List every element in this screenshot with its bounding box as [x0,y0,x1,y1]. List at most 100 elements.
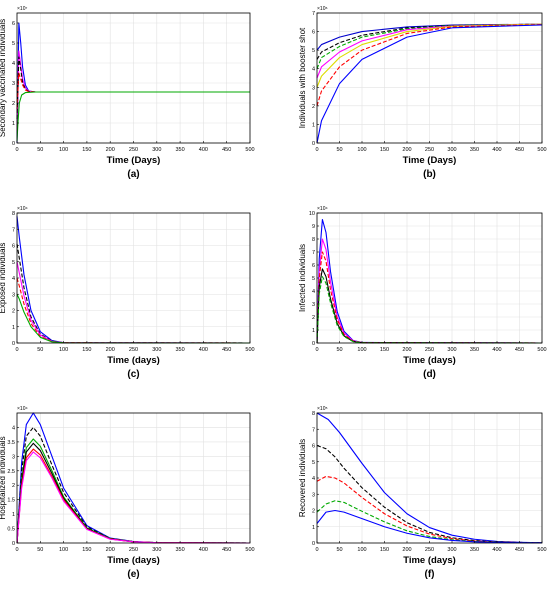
x-tick-label: 500 [245,147,254,153]
y-tick-label: 6 [312,263,315,269]
y-tick-label: 9 [312,224,315,230]
x-tick-label: 250 [129,547,138,553]
y-axis-label: Individuals with booster shot [298,27,307,128]
y-tick-label: 8 [12,211,15,217]
y-tick-label: 1 [312,122,315,128]
panel-caption: (a) [127,169,139,180]
x-tick-label: 450 [222,347,231,353]
x-tick-label: 50 [37,547,43,553]
x-tick-label: 450 [222,147,231,153]
x-tick-label: 350 [470,547,479,553]
y-multiplier: ×10⁷ [17,6,27,12]
x-tick-label: 300 [447,547,456,553]
y-tick-label: 5 [312,460,315,466]
y-tick-label: 3 [12,454,15,460]
x-tick-label: 0 [15,147,18,153]
x-axis-label: Time (days) [403,555,456,566]
x-tick-label: 250 [129,147,138,153]
x-tick-label: 50 [336,547,342,553]
x-tick-label: 250 [425,547,434,553]
y-tick-label: 3 [312,302,315,308]
y-tick-label: 4 [312,67,315,73]
y-tick-label: 0 [12,341,15,347]
series-line-5 [316,23,543,88]
series-line-7 [316,24,543,144]
y-tick-label: 6 [12,21,15,27]
x-tick-label: 250 [425,147,434,153]
panel-caption: (f) [425,569,435,580]
chart-panel-5: 0 50 100 150 200 250 300 350 400 450 500 0 0.5 1 1.5 2 2… [0,406,255,580]
x-tick-label: 200 [106,147,115,153]
y-tick-label: 1 [12,325,15,331]
x-tick-label: 500 [245,547,254,553]
x-tick-label: 100 [59,547,68,553]
x-tick-label: 450 [222,547,231,553]
y-tick-label: 0 [12,541,15,547]
x-tick-label: 300 [152,147,161,153]
y-axis-label: Secondary vaccinated individuals [0,19,7,137]
y-tick-label: 4 [12,61,15,67]
y-multiplier: ×10⁵ [317,406,328,412]
y-tick-label: 7 [312,427,315,433]
series-line-3 [316,475,543,544]
y-tick-label: 6 [312,444,315,450]
x-tick-label: 50 [336,347,342,353]
x-tick-label: 200 [402,147,411,153]
chart-panel-3: 0 50 100 150 200 250 300 350 400 450 500 0 1 2 3 4 5 6 7 8×… [0,206,255,380]
y-tick-label: 2 [12,101,15,107]
x-tick-label: 0 [15,547,18,553]
panel-caption: (b) [423,169,436,180]
y-tick-label: 2 [312,315,315,321]
x-tick-label: 400 [199,147,208,153]
x-tick-label: 150 [380,147,389,153]
x-tick-label: 300 [447,347,456,353]
panel-caption: (d) [423,369,436,380]
series-line-6 [16,451,251,544]
x-tick-label: 400 [492,147,501,153]
y-axis-label: Hospitalized individuals [0,436,7,519]
y-tick-label: 5 [12,260,15,266]
y-axis-label: Exposed individuals [0,243,7,314]
x-tick-label: 400 [492,347,501,353]
chart-panel-1: 0 50 100 150 200 250 300 350 400 450 500 0 1 2 3 4 5 6 ×10… [0,6,255,180]
x-tick-label: 350 [470,347,479,353]
y-tick-label: 0 [312,541,315,547]
series-line-6 [316,23,543,107]
y-tick-label: 7 [12,227,15,233]
y-tick-label: 8 [312,237,315,243]
x-tick-label: 350 [176,147,185,153]
y-tick-label: 5 [12,41,15,47]
x-tick-label: 300 [447,147,456,153]
y-tick-label: 1 [312,525,315,531]
x-tick-label: 50 [37,347,43,353]
y-multiplier: ×10⁶ [317,6,328,12]
x-tick-label: 350 [176,347,185,353]
y-tick-label: 4 [12,276,15,282]
series-line-3 [316,23,543,69]
y-axis-label: Infected individuals [298,244,307,312]
chart-panel-4: 0 50 100 150 200 250 300 350 400 450 500 0 1 2 3 4 5 6 7 8 9… [298,206,547,380]
x-tick-label: 100 [357,347,366,353]
x-tick-label: 0 [315,547,318,553]
x-tick-label: 150 [380,347,389,353]
y-tick-label: 0 [12,141,15,147]
y-axis-label: Recovered individuals [298,439,307,517]
y-tick-label: 3 [12,292,15,298]
x-tick-label: 0 [315,147,318,153]
y-tick-label: 2 [312,104,315,110]
y-tick-label: 1 [312,328,315,334]
x-tick-label: 50 [37,147,43,153]
x-tick-label: 100 [59,147,68,153]
series-line-4 [316,500,543,544]
x-tick-label: 100 [59,347,68,353]
x-axis-label: Time (Days) [403,155,457,166]
y-tick-label: 8 [312,411,315,417]
x-tick-label: 300 [152,547,161,553]
x-tick-label: 150 [380,547,389,553]
x-tick-label: 450 [515,147,524,153]
x-tick-label: 450 [515,347,524,353]
y-tick-label: 0.5 [7,527,15,533]
x-tick-label: 100 [357,147,366,153]
series-line-5 [316,276,543,344]
x-tick-label: 400 [492,547,501,553]
